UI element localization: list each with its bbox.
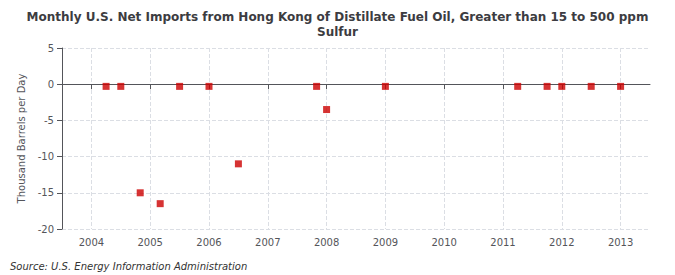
svg-text:5: 5 [48,43,54,54]
svg-text:-10: -10 [38,151,54,162]
svg-text:2007: 2007 [255,237,280,248]
svg-text:2008: 2008 [314,237,339,248]
svg-text:2013: 2013 [608,237,633,248]
svg-text:2012: 2012 [549,237,574,248]
svg-text:2006: 2006 [196,237,221,248]
svg-text:Thousand Barrels per Day: Thousand Barrels per Day [16,74,27,205]
svg-text:2009: 2009 [373,237,398,248]
svg-text:Sulfur: Sulfur [317,25,358,39]
svg-text:0: 0 [48,79,54,90]
svg-text:Source: U.S. Energy Informatio: Source: U.S. Energy Information Administ… [10,261,247,272]
svg-text:Monthly U.S. Net Imports from: Monthly U.S. Net Imports from Hong Kong … [27,10,649,24]
svg-text:2004: 2004 [79,237,104,248]
svg-text:2011: 2011 [490,237,515,248]
svg-text:-20: -20 [38,224,54,235]
svg-text:-15: -15 [38,187,54,198]
svg-text:2005: 2005 [137,237,162,248]
svg-text:2010: 2010 [431,237,456,248]
svg-text:-5: -5 [44,115,54,126]
